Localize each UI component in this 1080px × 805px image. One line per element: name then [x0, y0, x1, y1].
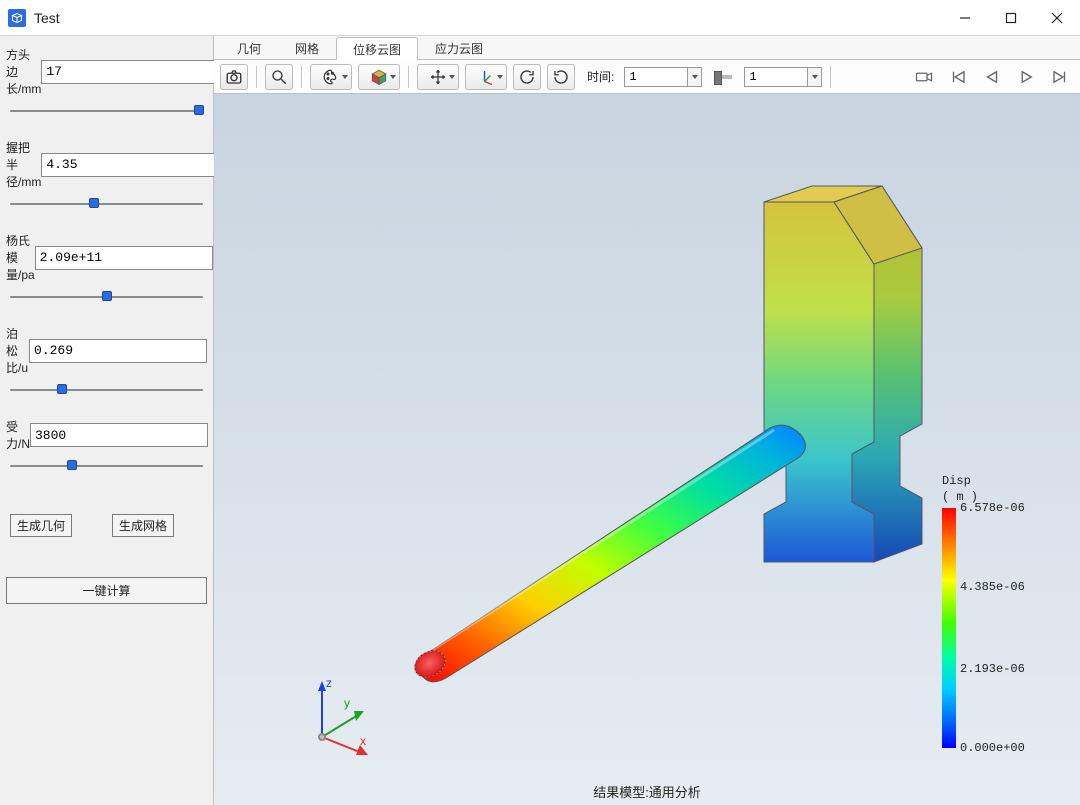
- close-button[interactable]: [1034, 0, 1080, 36]
- param-head-edge: 方头边长/mm: [6, 46, 207, 119]
- param-label: 受力/N: [6, 418, 30, 452]
- one-click-calc-button[interactable]: 一键计算: [6, 577, 207, 604]
- tab-displacement[interactable]: 位移云图: [336, 37, 418, 60]
- generate-mesh-button[interactable]: 生成网格: [112, 514, 174, 537]
- param-slider-young-modulus[interactable]: [6, 289, 207, 305]
- tab-bar: 几何 网格 位移云图 应力云图: [214, 36, 1080, 60]
- play-icon[interactable]: [1012, 64, 1040, 90]
- param-label: 握把半径/mm: [6, 139, 41, 190]
- minimize-button[interactable]: [942, 0, 988, 36]
- zoom-icon[interactable]: [265, 64, 293, 90]
- param-young-modulus: 杨氏模量/pa: [6, 232, 207, 305]
- last-frame-icon[interactable]: [1046, 64, 1074, 90]
- viewport-canvas[interactable]: z y x Disp ( m ) 6.578e-06: [214, 94, 1080, 805]
- time-select[interactable]: [624, 67, 702, 87]
- time-label: 时间:: [587, 68, 614, 85]
- frame-select[interactable]: [744, 67, 822, 87]
- time-value-input[interactable]: [624, 67, 688, 87]
- tab-stress[interactable]: 应力云图: [418, 36, 500, 59]
- title-bar: Test: [0, 0, 1080, 36]
- param-slider-handle-radius[interactable]: [6, 196, 207, 212]
- param-slider-poisson-ratio[interactable]: [6, 382, 207, 398]
- legend-gradient: [942, 508, 956, 748]
- param-label: 杨氏模量/pa: [6, 232, 35, 283]
- first-frame-icon[interactable]: [944, 64, 972, 90]
- param-force: 受力/N: [6, 418, 207, 474]
- rotate-ccw-icon[interactable]: [547, 64, 575, 90]
- svg-text:z: z: [326, 676, 332, 690]
- rotate-cw-icon[interactable]: [513, 64, 541, 90]
- parameter-sidebar: 方头边长/mm 握把半径/mm 杨氏模量/pa: [0, 36, 214, 805]
- tab-geometry[interactable]: 几何: [220, 36, 278, 59]
- param-label: 泊松比/u: [6, 325, 29, 376]
- record-icon[interactable]: [910, 64, 938, 90]
- hammer-head-front: [764, 202, 874, 562]
- camera-icon[interactable]: [220, 64, 248, 90]
- param-input-head-edge[interactable]: [41, 60, 219, 84]
- viewer-panel: 几何 网格 位移云图 应力云图: [214, 36, 1080, 805]
- axes-icon[interactable]: [465, 64, 507, 90]
- legend-ticks: 6.578e-06 4.385e-06 2.193e-06 0.000e+00: [956, 508, 1052, 748]
- param-slider-force[interactable]: [6, 458, 207, 474]
- axes-triad: z y x: [296, 671, 386, 761]
- tab-mesh[interactable]: 网格: [278, 36, 336, 59]
- param-slider-head-edge[interactable]: [6, 103, 207, 119]
- window-title: Test: [34, 10, 60, 26]
- prev-frame-icon[interactable]: [978, 64, 1006, 90]
- generate-geometry-button[interactable]: 生成几何: [10, 514, 72, 537]
- app-icon: [8, 9, 26, 27]
- param-input-poisson-ratio[interactable]: [29, 339, 207, 363]
- color-legend: Disp ( m ) 6.578e-06 4.385e-06 2.193e-06…: [942, 474, 1052, 748]
- svg-text:x: x: [360, 734, 366, 748]
- move-icon[interactable]: [417, 64, 459, 90]
- frame-value-input[interactable]: [744, 67, 808, 87]
- param-poisson-ratio: 泊松比/u: [6, 325, 207, 398]
- maximize-button[interactable]: [988, 0, 1034, 36]
- viewer-toolbar: 时间:: [214, 60, 1080, 94]
- status-text: 结果模型:通用分析: [214, 782, 1080, 801]
- param-input-force[interactable]: [30, 423, 208, 447]
- svg-text:y: y: [344, 696, 350, 710]
- param-label: 方头边长/mm: [6, 46, 41, 97]
- param-handle-radius: 握把半径/mm: [6, 139, 207, 212]
- legend-name: Disp: [942, 474, 1052, 488]
- palette-icon[interactable]: [310, 64, 352, 90]
- param-input-young-modulus[interactable]: [35, 246, 213, 270]
- cube-icon[interactable]: [358, 64, 400, 90]
- param-input-handle-radius[interactable]: [41, 153, 219, 177]
- time-scrubber[interactable]: [714, 75, 732, 79]
